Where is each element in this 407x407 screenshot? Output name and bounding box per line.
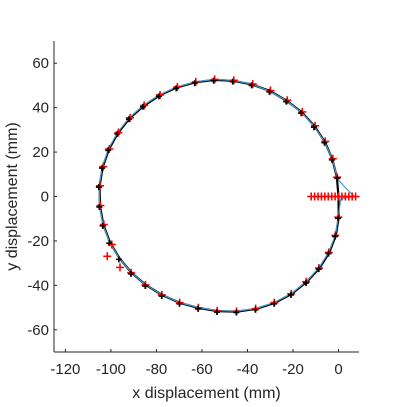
data-point-marker (328, 154, 337, 163)
y-tick-label: 0 (41, 189, 49, 206)
data-point-marker (173, 82, 182, 91)
x-tick-label: -20 (282, 361, 304, 378)
data-point-marker (95, 181, 104, 190)
y-tick-label: 60 (32, 55, 49, 72)
data-point-marker (311, 121, 320, 130)
data-point-marker (229, 78, 236, 85)
data-point-marker (252, 306, 259, 313)
x-tick-label: -80 (146, 361, 168, 378)
data-point-marker (271, 300, 278, 307)
x-ticks: -120 -100 -80 -60 -40 -20 0 (50, 349, 343, 378)
data-point-marker (210, 75, 219, 84)
data-point-marker (334, 175, 341, 182)
y-tick-label: 40 (32, 100, 49, 117)
data-point-marker (248, 80, 257, 89)
data-point-marker (114, 130, 121, 137)
data-point-marker (328, 156, 335, 163)
x-tick-label: -120 (50, 361, 80, 378)
y-axis-label: y displacement (mm) (4, 122, 21, 270)
data-point-marker (142, 283, 149, 290)
data-point-marker (114, 128, 123, 137)
data-point-marker (351, 192, 360, 201)
measured-path-line (98, 78, 355, 312)
y-ticks: -60 -40 -20 0 20 40 60 (27, 55, 57, 339)
data-point-marker (315, 266, 322, 273)
x-axis-label: x displacement (mm) (132, 385, 280, 402)
data-point-marker (298, 110, 305, 117)
data-point-marker (283, 98, 290, 105)
data-point-marker (266, 88, 273, 95)
data-point-marker (321, 137, 330, 146)
data-point-marker (116, 263, 125, 272)
data-point-marker (96, 201, 105, 210)
data-point-marker (229, 76, 238, 85)
x-tick-label: -40 (237, 361, 259, 378)
y-tick-label: 20 (32, 144, 49, 161)
data-point-marker (283, 96, 292, 105)
data-point-marker (99, 165, 106, 172)
data-point-marker (95, 184, 102, 191)
data-point-marker (106, 240, 113, 247)
data-point-marker (139, 103, 146, 110)
data-point-marker (140, 101, 149, 110)
data-point-marker (310, 124, 317, 131)
data-point-marker (266, 86, 275, 95)
data-point-marker (191, 80, 198, 87)
x-tick-label: -60 (191, 361, 213, 378)
y-tick-label: -60 (27, 322, 49, 339)
data-point-marker (115, 256, 122, 263)
plot-area (95, 75, 360, 316)
data-point-marker (103, 252, 112, 261)
y-tick-label: -40 (27, 277, 49, 294)
data-point-marker (325, 250, 332, 257)
data-point-marker (99, 220, 108, 229)
data-point-marker (335, 215, 342, 222)
data-point-marker (195, 305, 202, 312)
y-tick-label: -20 (27, 233, 49, 250)
data-point-marker (173, 85, 180, 92)
data-point-marker (210, 77, 217, 84)
data-point-marker (287, 291, 294, 298)
data-point-marker (156, 90, 165, 99)
data-point-marker (213, 309, 220, 316)
data-point-marker (302, 279, 309, 286)
marker-series-3 (95, 77, 342, 316)
data-point-marker (176, 300, 183, 307)
data-point-marker (99, 162, 108, 171)
data-point-marker (127, 270, 134, 277)
data-point-marker (233, 309, 240, 316)
x-tick-label: -100 (96, 361, 126, 378)
data-point-marker (105, 144, 114, 153)
x-tick-label: 0 (334, 361, 342, 378)
data-point-marker (248, 82, 255, 89)
data-point-marker (298, 107, 307, 116)
data-point-marker (96, 203, 103, 210)
data-point-marker (105, 147, 112, 154)
data-point-marker (158, 293, 165, 300)
data-point-marker (191, 77, 200, 86)
data-point-marker (321, 139, 328, 146)
data-point-marker (126, 113, 135, 122)
data-point-marker (99, 222, 106, 229)
data-point-marker (125, 116, 132, 123)
data-point-marker (332, 233, 339, 240)
data-point-marker (155, 93, 162, 100)
